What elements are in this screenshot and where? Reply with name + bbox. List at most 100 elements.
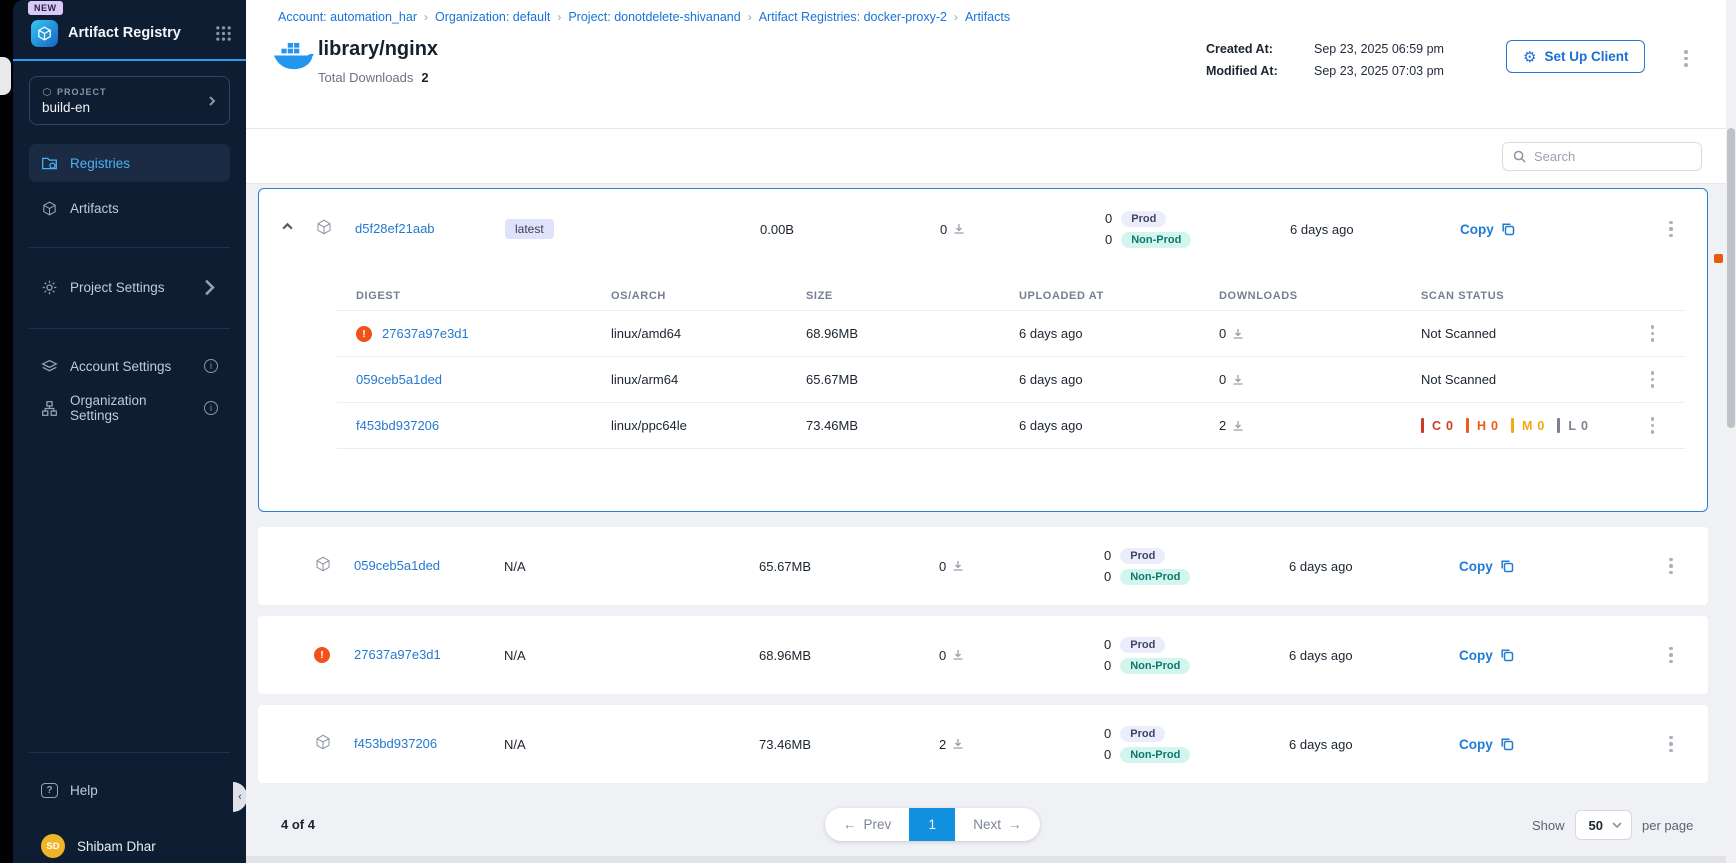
sidebar-divider	[29, 328, 230, 329]
breadcrumb-account[interactable]: Account: automation_har	[278, 10, 417, 24]
horizontal-scrollbar-track[interactable]	[246, 856, 1736, 863]
sidebar-item-help[interactable]: ? Help	[29, 771, 230, 809]
digest-link[interactable]: 27637a97e3d1	[354, 647, 441, 662]
sidebar-item-user[interactable]: SD Shibam Dhar	[29, 827, 230, 863]
copy-icon	[1501, 738, 1513, 751]
avatar: SD	[41, 834, 65, 858]
download-icon	[953, 739, 963, 749]
digest-link[interactable]: f453bd937206	[354, 736, 438, 751]
col-uploaded-at: UPLOADED AT	[1019, 289, 1104, 302]
modified-at-value: Sep 23, 2025 07:03 pm	[1314, 64, 1444, 78]
artifacts-cube-icon	[43, 201, 56, 215]
nonprod-badge: Non-Prod	[1120, 568, 1191, 585]
breadcrumb-organization[interactable]: Organization: default	[434, 10, 551, 24]
show-label: Show	[1532, 817, 1565, 833]
breadcrumb-artifacts[interactable]: Artifacts	[964, 10, 1011, 24]
size-value: 65.67MB	[806, 372, 859, 387]
page-size-select[interactable]: 50	[1574, 810, 1632, 840]
expanded-artifact-card: d5f28ef21aab latest 0.00B 0 0 Prod 0 Non-P…	[258, 188, 1708, 512]
app-title: Artifact Registry	[68, 25, 181, 41]
scan-status-value: Not Scanned	[1421, 372, 1497, 387]
os-arch-value: linux/arm64	[611, 372, 679, 387]
copy-icon	[1501, 649, 1513, 662]
row-kebab-menu[interactable]	[1620, 413, 1685, 438]
breadcrumb-registry[interactable]: Artifact Registries: docker-proxy-2	[758, 10, 947, 24]
nonprod-count: 0	[1104, 747, 1112, 762]
digest-link[interactable]: 059ceb5a1ded	[354, 558, 441, 573]
digest-row: ! 27637a97e3d1 linux/amd64 68.96MB 6 day…	[337, 311, 1685, 357]
next-page-button[interactable]: Next →	[973, 817, 1022, 832]
docker-icon	[274, 42, 314, 70]
info-icon[interactable]: i	[204, 401, 218, 415]
vertical-scrollbar-thumb[interactable]	[1727, 128, 1735, 428]
sidebar-item-label: Help	[70, 782, 98, 798]
page-size-control: Show 50 per page	[1532, 810, 1693, 840]
breadcrumb-separator: ›	[953, 10, 958, 24]
warning-icon: !	[356, 325, 372, 342]
app-switcher-icon[interactable]	[215, 25, 232, 42]
digest-link[interactable]: d5f28ef21aab	[355, 221, 435, 236]
help-chat-icon: ?	[41, 782, 58, 798]
prod-badge: Prod	[1120, 636, 1166, 653]
size-value: 68.96MB	[759, 647, 812, 663]
sidebar-item-organization-settings[interactable]: Organization Settings i	[29, 389, 230, 427]
uploaded-value: 6 days ago	[1019, 326, 1083, 341]
scrollbar-warning-marker	[1714, 254, 1723, 263]
created-at-label: Created At:	[1206, 42, 1273, 56]
breadcrumb-separator: ›	[747, 10, 752, 24]
row-kebab-menu[interactable]	[1620, 321, 1685, 346]
row-kebab-menu[interactable]	[1620, 367, 1685, 392]
artifact-cube-icon	[316, 556, 330, 571]
vertical-scrollbar-track[interactable]	[1726, 0, 1736, 863]
digest-link[interactable]: 27637a97e3d1	[382, 326, 469, 341]
new-badge: NEW	[28, 1, 63, 15]
sidebar-collapse-handle[interactable]: ‹	[233, 782, 247, 812]
sidebar-item-artifacts[interactable]: Artifacts	[29, 189, 230, 227]
row-kebab-menu[interactable]	[1634, 732, 1708, 757]
search-box	[1502, 142, 1702, 171]
collapse-chevron-icon[interactable]	[281, 220, 294, 233]
environment-counts: 0 Prod 0 Non-Prod	[1104, 725, 1289, 763]
created-at-value: Sep 23, 2025 06:59 pm	[1314, 42, 1444, 56]
col-size: SIZE	[806, 289, 833, 302]
timestamps: Created At: Sep 23, 2025 06:59 pm Modifi…	[1206, 42, 1444, 78]
breadcrumb-project[interactable]: Project: donotdelete-shivanand	[568, 10, 741, 24]
prev-page-button[interactable]: ← Prev	[843, 817, 892, 832]
page-1-button[interactable]: 1	[909, 808, 956, 841]
download-icon	[1233, 328, 1243, 339]
sidebar-item-account-settings[interactable]: Account Settings i	[29, 347, 230, 385]
row-kebab-menu[interactable]	[1634, 643, 1708, 668]
header-kebab-menu[interactable]	[1680, 46, 1692, 71]
search-input[interactable]	[1534, 149, 1691, 164]
set-up-client-button[interactable]: ⚙ Set Up Client	[1506, 40, 1646, 73]
copy-button[interactable]: Copy	[1459, 737, 1634, 752]
col-digest: DIGEST	[356, 289, 401, 302]
tag-value: N/A	[504, 558, 526, 574]
nonprod-badge: Non-Prod	[1121, 231, 1192, 248]
size-value: 73.46MB	[806, 418, 859, 433]
copy-label: Copy	[1459, 647, 1493, 663]
sidebar-item-registries[interactable]: Registries	[29, 144, 230, 182]
copy-button[interactable]: Copy	[1459, 559, 1634, 574]
info-icon[interactable]: i	[204, 359, 218, 373]
digest-link[interactable]: 059ceb5a1ded	[356, 372, 443, 387]
digest-row: 059ceb5a1ded linux/arm64 65.67MB 6 days …	[337, 357, 1685, 403]
row-kebab-menu[interactable]	[1635, 217, 1707, 242]
copy-button[interactable]: Copy	[1459, 648, 1634, 663]
breadcrumb-separator: ›	[557, 10, 562, 24]
set-up-client-label: Set Up Client	[1544, 49, 1629, 64]
tag-value: N/A	[504, 647, 526, 663]
breadcrumb-separator: ›	[423, 10, 428, 24]
nonprod-badge: Non-Prod	[1120, 746, 1191, 763]
digest-link[interactable]: f453bd937206	[356, 418, 440, 433]
copy-label: Copy	[1459, 558, 1493, 574]
sidebar-item-project-settings[interactable]: Project Settings	[29, 268, 230, 306]
row-kebab-menu[interactable]	[1634, 554, 1708, 579]
project-selector[interactable]: PROJECT build-en	[29, 76, 230, 125]
prod-badge: Prod	[1120, 547, 1166, 564]
copy-button[interactable]: Copy	[1460, 222, 1635, 237]
